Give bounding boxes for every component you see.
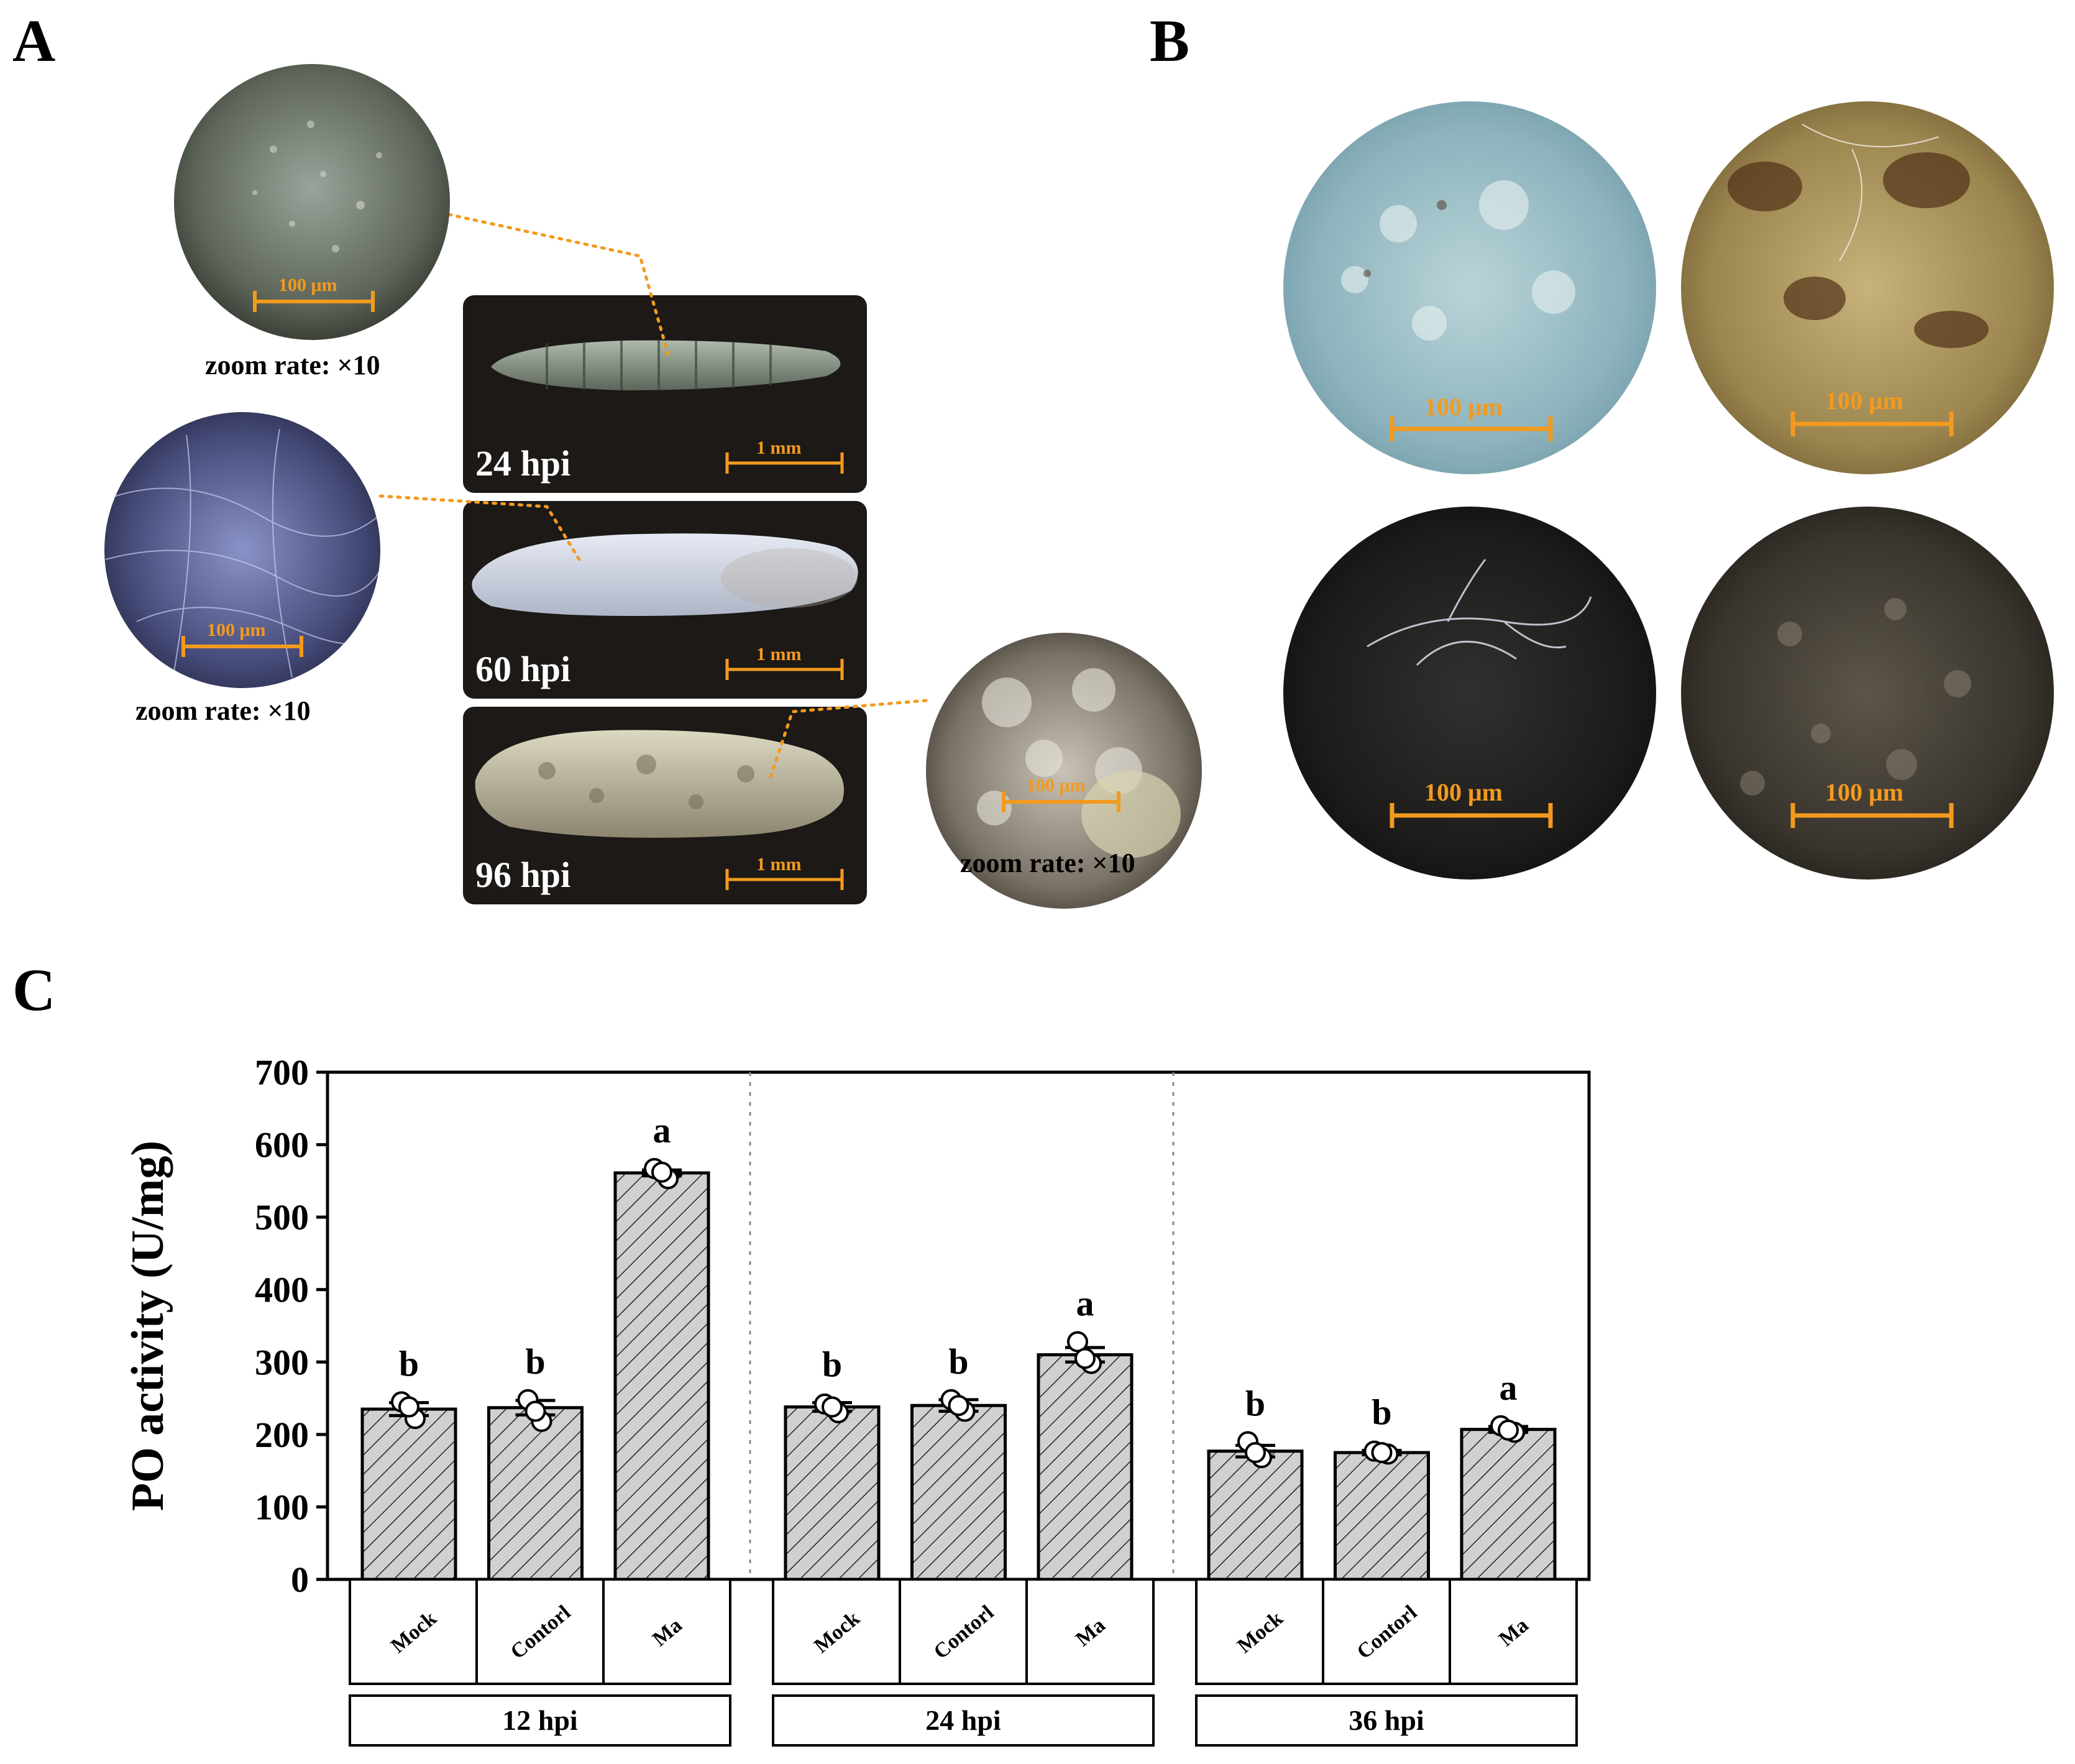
panel-b-letter: B: [1150, 7, 1189, 74]
y-tick-label: 200: [255, 1415, 309, 1455]
photo-time-label: 24 hpi: [475, 443, 570, 484]
y-tick-label: 400: [255, 1270, 309, 1310]
data-point: [524, 1400, 546, 1422]
y-tick-label: 300: [255, 1342, 309, 1382]
significance-letter: b: [1372, 1392, 1391, 1433]
significance-letter: a: [1076, 1284, 1094, 1324]
larva-photo-24hpi: 24 hpi 1 mm: [463, 295, 867, 493]
photo-scale-label: 1 mm: [756, 854, 801, 875]
group-label: 24 hpi: [925, 1704, 1001, 1736]
significance-letter: b: [948, 1341, 968, 1382]
zoom-rate-label: zoom rate: ×10: [135, 696, 311, 726]
panel-c-letter: C: [12, 957, 55, 1023]
category-box: [602, 1578, 731, 1685]
data-point: [948, 1395, 969, 1417]
micrograph-scale-label: 100 μm: [1825, 778, 1903, 806]
zoom-rate-label: zoom rate: ×10: [960, 848, 1135, 878]
category-box: [349, 1578, 478, 1685]
group-label: 12 hpi: [502, 1704, 578, 1736]
zoom-circle-60hpi: 100 μm: [104, 412, 380, 688]
data-point: [651, 1161, 672, 1183]
bar: [784, 1405, 881, 1581]
data-point: [398, 1396, 419, 1418]
micrograph-scale-label: 100 μm: [1825, 387, 1903, 415]
bar: [910, 1403, 1007, 1581]
zoom-circle-24hpi: 100 μm: [174, 64, 450, 340]
y-tick-label: 700: [255, 1052, 309, 1093]
bar: [1037, 1353, 1134, 1581]
photo-scale-label: 1 mm: [756, 644, 801, 664]
zoom-circle-96hpi: 100 μm: [926, 633, 1202, 909]
category-box: [899, 1578, 1028, 1685]
zoom-connector: [769, 699, 928, 779]
bar: [360, 1407, 457, 1581]
category-box: [1449, 1578, 1578, 1685]
photo-time-label: 60 hpi: [475, 649, 570, 689]
data-point: [1074, 1348, 1096, 1369]
y-axis: 0 100 200 300 400 500 600 700: [255, 1052, 328, 1600]
micrograph-scale-label: 100 μm: [1424, 393, 1503, 421]
micrograph-scale-label: 100 μm: [1424, 778, 1503, 806]
data-point: [822, 1396, 843, 1418]
bar: [487, 1406, 584, 1581]
bar: [1334, 1451, 1430, 1581]
zoom-scale-label: 100 μm: [278, 275, 337, 295]
significance-letter: b: [525, 1341, 545, 1382]
bar: [1207, 1449, 1304, 1581]
micrograph-2: 100 μm: [1681, 101, 2054, 474]
zoom-scale-label: 100 μm: [1027, 775, 1086, 796]
bars: b b a b b a b b a: [360, 1110, 1557, 1581]
group-box: [1195, 1694, 1578, 1747]
zoom-connector: [378, 494, 583, 564]
panel-a: 24 hpi 1 mm 60 hpi 1 mm: [104, 64, 1202, 909]
larva-photo-96hpi: 96 hpi 1 mm: [463, 707, 867, 904]
category-box: [1195, 1578, 1324, 1685]
y-tick-label: 100: [255, 1487, 309, 1527]
micrograph-1: 100 μm: [1283, 101, 1656, 474]
significance-letter: a: [653, 1110, 671, 1151]
larva-photo-60hpi: 60 hpi 1 mm: [463, 501, 867, 699]
y-tick-label: 600: [255, 1125, 309, 1165]
y-tick-label: 0: [291, 1560, 309, 1600]
micrograph-4: 100 μm: [1681, 507, 2054, 880]
panel-a-letter: A: [12, 7, 55, 74]
significance-letter: a: [1500, 1367, 1518, 1408]
zoom-connector: [447, 213, 670, 356]
panel-c-chart: 0 100 200 300 400 500 600 700 PO activity (U/mg…: [122, 1052, 1591, 1747]
photo-time-label: 96 hpi: [475, 855, 570, 895]
y-axis-label: PO activity (U/mg): [122, 1141, 173, 1511]
bar: [1460, 1428, 1557, 1581]
micrograph-3: 100 μm: [1283, 507, 1656, 880]
category-box: [1025, 1578, 1155, 1685]
significance-letter: b: [822, 1344, 842, 1385]
category-box: [1322, 1578, 1451, 1685]
group-label: 36 hpi: [1349, 1704, 1424, 1736]
group-box: [772, 1694, 1155, 1747]
data-point: [1498, 1419, 1519, 1441]
data-point: [1371, 1442, 1393, 1463]
panel-b: 100 μm 100 μm: [1283, 101, 2054, 880]
zoom-scale-label: 100 μm: [207, 620, 266, 640]
significance-letter: b: [1245, 1384, 1265, 1424]
significance-letter: b: [399, 1343, 419, 1384]
photo-scale-label: 1 mm: [756, 438, 801, 458]
group-box: [349, 1694, 731, 1747]
zoom-rate-label: zoom rate: ×10: [205, 350, 380, 380]
bar: [613, 1171, 710, 1581]
y-tick-label: 500: [255, 1197, 309, 1238]
data-point: [1245, 1442, 1266, 1463]
